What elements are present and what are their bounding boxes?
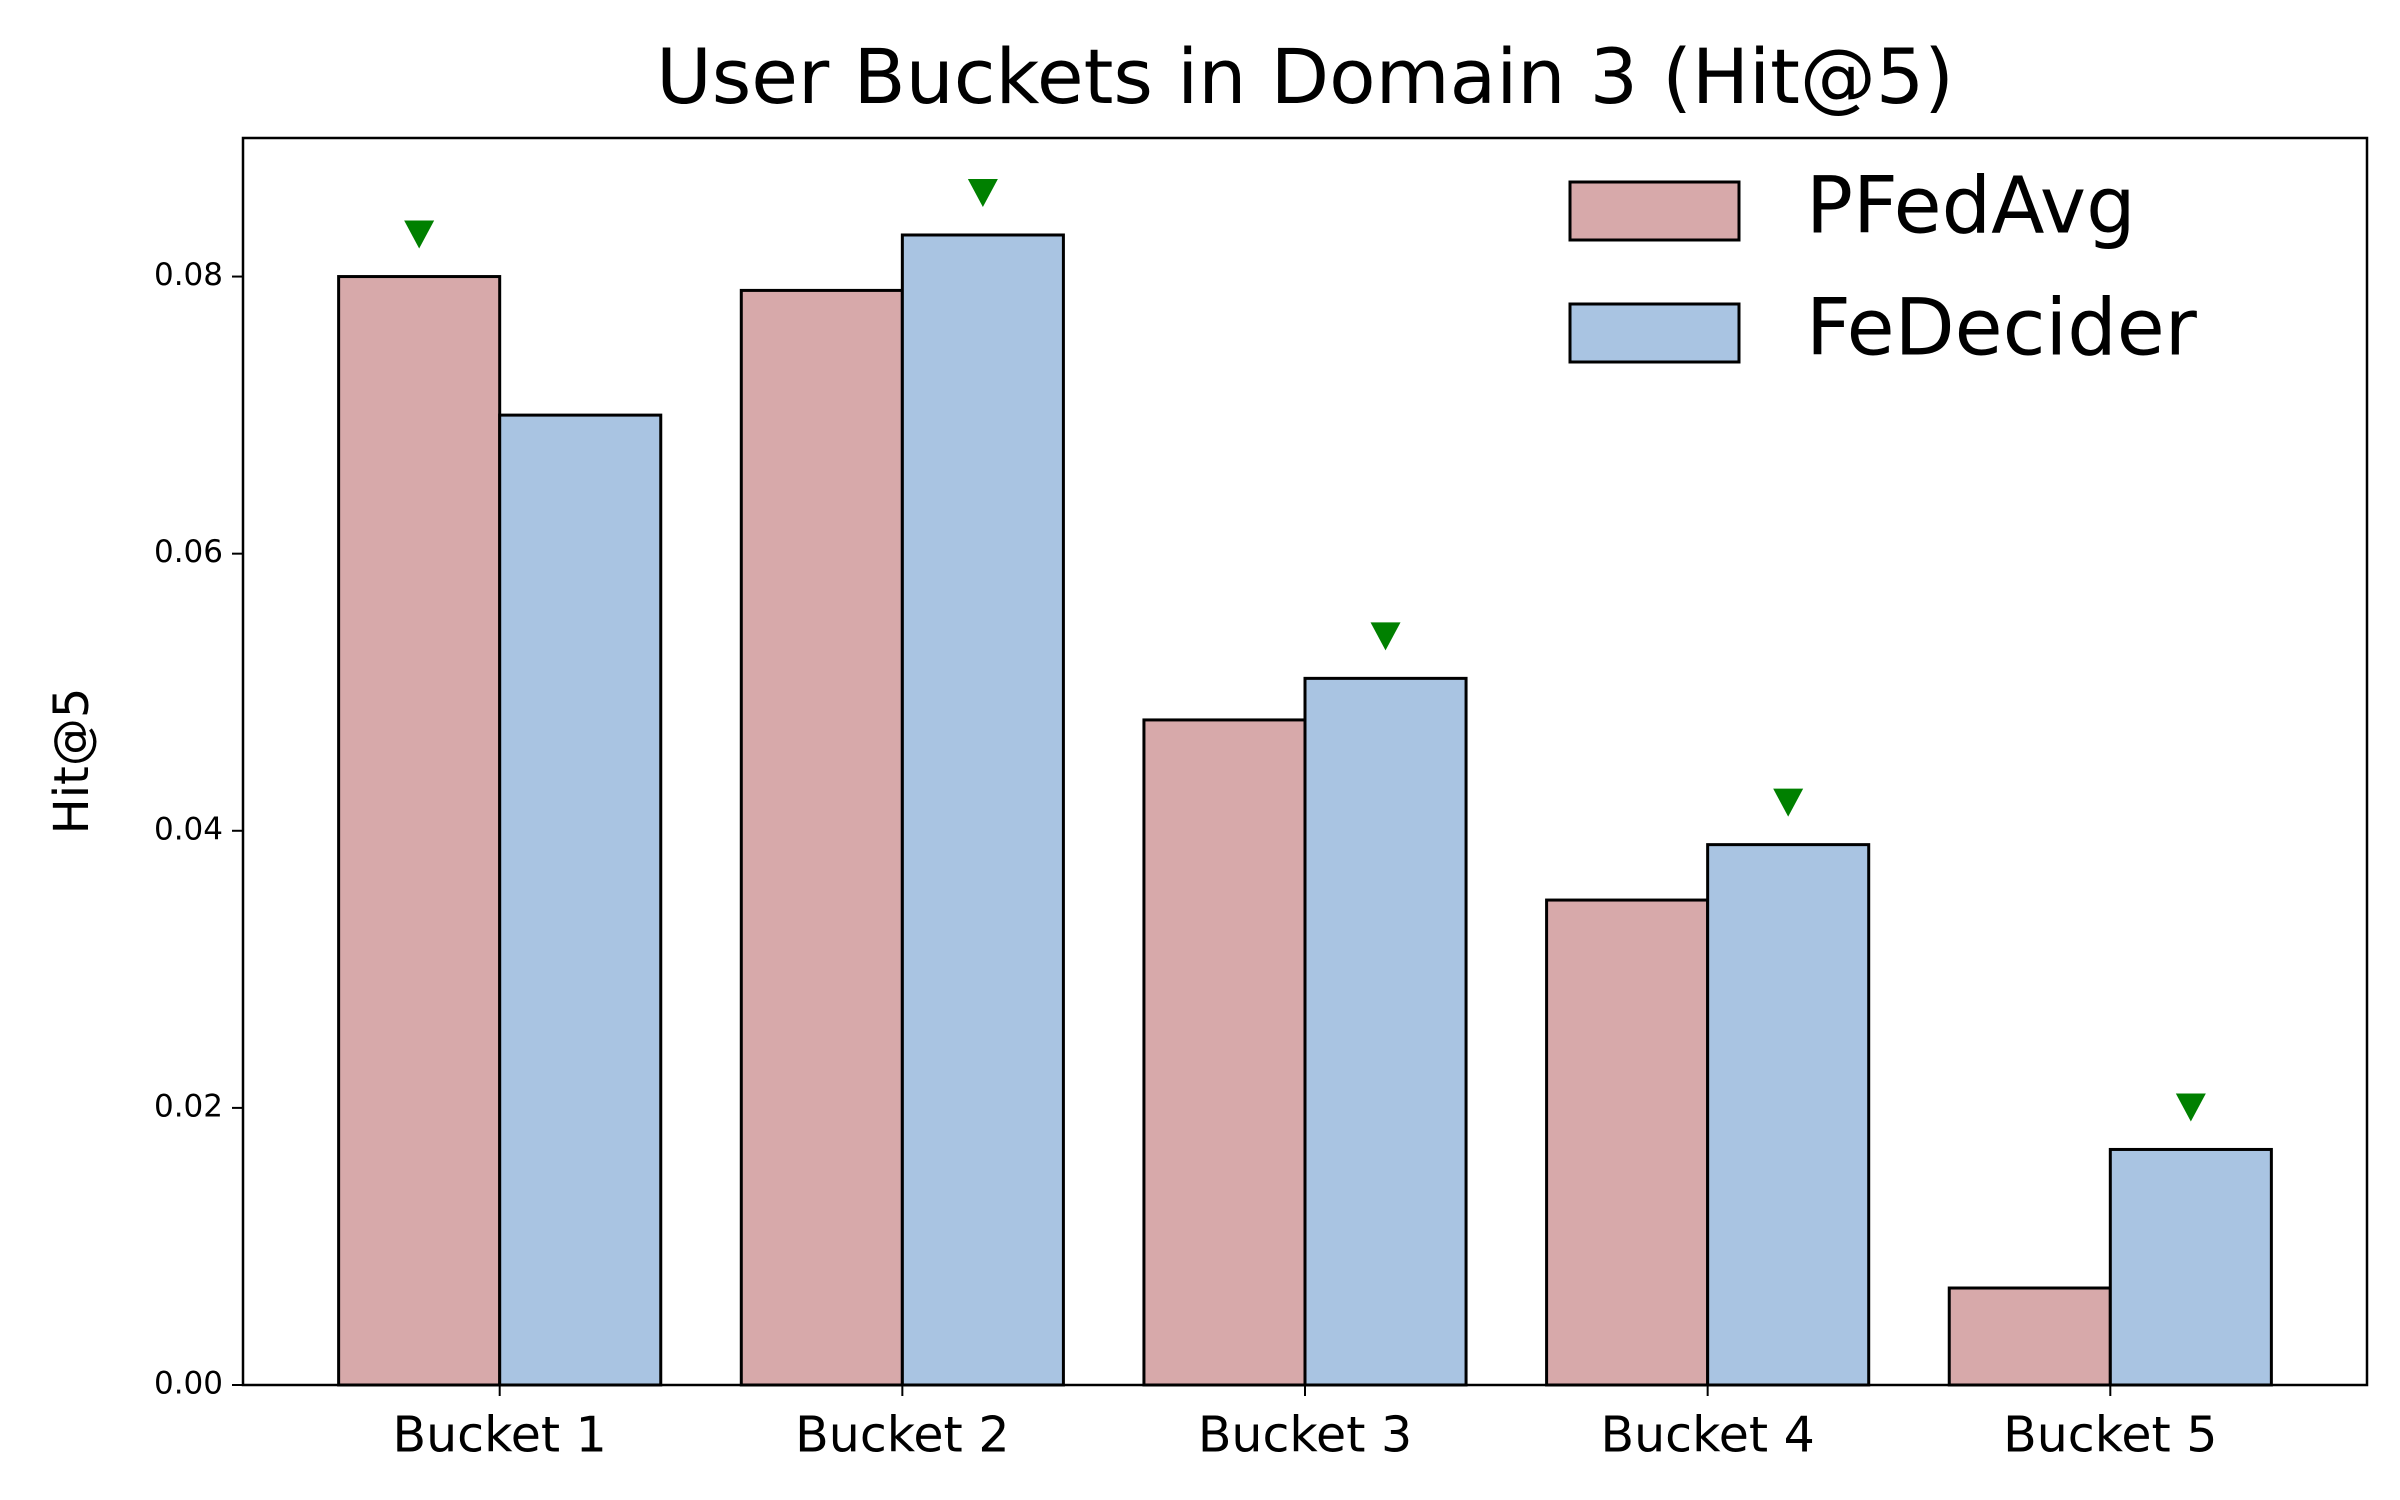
legend-label: FeDecider [1806,283,2198,373]
bar [1706,843,1871,1387]
bar [498,413,663,1387]
best-marker [967,178,998,207]
x-tick-label: Bucket 4 [1600,1407,1814,1464]
bar [1142,718,1307,1387]
y-tick-label: 0.08 [154,257,223,293]
bar [739,288,904,1387]
bar [1947,1286,2112,1387]
bar [2108,1147,2273,1387]
y-axis-label: Hit@5 [44,688,100,835]
x-tick-label: Bucket 5 [2003,1407,2217,1464]
plot-frame [241,136,2369,1387]
legend-label: PFedAvg [1806,161,2136,251]
y-tick-label: 0.00 [154,1366,223,1402]
best-marker [1370,622,1401,651]
bar [1303,676,1468,1387]
x-tick-label: Bucket 3 [1198,1407,1412,1464]
best-marker [404,220,435,249]
y-tick-label: 0.04 [154,811,223,847]
bar [900,233,1065,1387]
best-marker [2175,1093,2206,1122]
legend-swatch [1568,180,1741,242]
y-tick-label: 0.02 [154,1088,223,1124]
y-tick-label: 0.06 [154,534,223,570]
bar [1545,898,1710,1387]
legend-swatch [1568,302,1741,364]
x-tick-label: Bucket 2 [795,1407,1009,1464]
chart-title: User Buckets in Domain 3 (Hit@5) [656,32,1954,121]
x-tick-label: Bucket 1 [393,1407,607,1464]
best-marker [1773,788,1804,817]
bar [337,275,502,1387]
